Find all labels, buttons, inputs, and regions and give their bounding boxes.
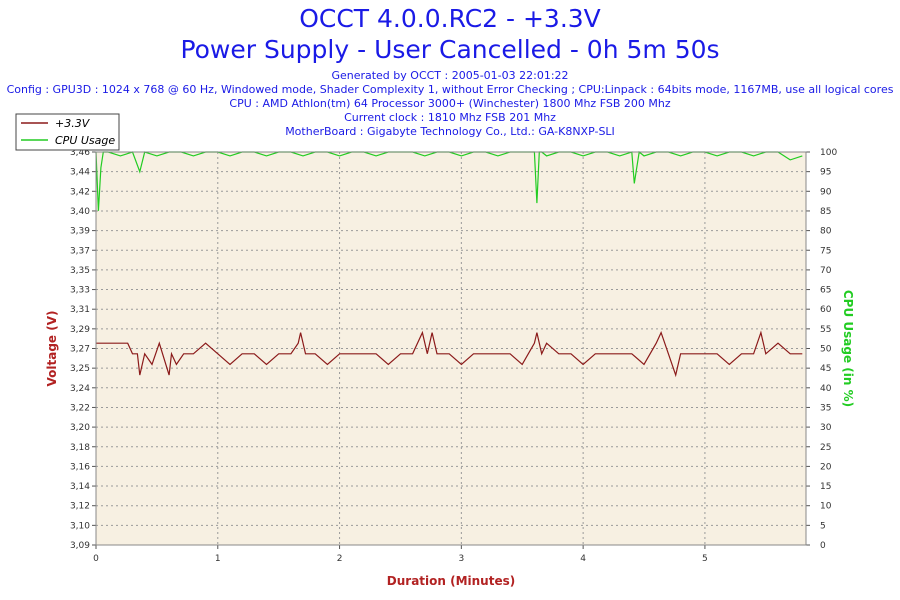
y-left-tick-label: 3,39 [70, 227, 90, 237]
y-right-tick-label: 5 [820, 521, 826, 531]
y-right-tick-label: 95 [820, 168, 831, 178]
gridlines [92, 151, 810, 549]
axis-titles: Duration (Minutes) Voltage (V) CPU Usage (… [45, 290, 855, 588]
cpu-info: CPU : AMD Athlon(tm) 64 Processor 3000+ … [229, 97, 671, 110]
x-axis-title: Duration (Minutes) [387, 574, 515, 588]
y-right-tick-label: 55 [820, 325, 831, 335]
y-right-tick-label: 80 [820, 227, 832, 237]
y-left-tick-label: 3,22 [70, 403, 90, 413]
y-right-tick-label: 60 [820, 305, 832, 315]
chart-title: OCCT 4.0.0.RC2 - +3.3V [299, 4, 601, 33]
x-tick-label: 4 [580, 554, 586, 564]
y-right-tick-label: 30 [820, 423, 832, 433]
y-right-tick-label: 50 [820, 345, 832, 355]
y-left-tick-label: 3,09 [70, 541, 90, 551]
x-tick-label: 2 [337, 554, 343, 564]
y-left-tick-label: 3,37 [70, 246, 90, 256]
y-right-tick-label: 20 [820, 462, 832, 472]
y-right-tick-label: 25 [820, 443, 831, 453]
chart-subtitle: Power Supply - User Cancelled - 0h 5m 50… [180, 35, 720, 64]
y-left-tick-label: 3,12 [70, 502, 90, 512]
clock-info: Current clock : 1810 Mhz FSB 201 Mhz [344, 111, 556, 124]
y-left-tick-label: 3,33 [70, 286, 90, 296]
y-right-tick-label: 85 [820, 207, 831, 217]
y-left-tick-label: 3,20 [70, 423, 90, 433]
y-left-tick-label: 3,25 [70, 364, 90, 374]
y-left-tick-label: 3,29 [70, 325, 90, 335]
y-right-tick-label: 10 [820, 502, 832, 512]
y-right-tick-label: 35 [820, 403, 831, 413]
y-left-tick-label: 3,40 [70, 207, 90, 217]
y-left-tick-label: 3,14 [70, 482, 90, 492]
y-right-tick-label: 45 [820, 364, 831, 374]
x-tick-label: 5 [702, 554, 708, 564]
y-right-tick-label: 90 [820, 187, 832, 197]
legend: +3.3V CPU Usage [15, 113, 120, 151]
y-right-tick-label: 0 [820, 541, 826, 551]
x-tick-label: 0 [93, 554, 99, 564]
motherboard-info: MotherBoard : Gigabyte Technology Co., L… [285, 125, 615, 138]
legend-box [15, 113, 120, 151]
y-right-tick-label: 75 [820, 246, 831, 256]
y-right-tick-label: 40 [820, 384, 832, 394]
y-left-tick-label: 3,44 [70, 168, 90, 178]
legend-label: +3.3V [55, 117, 91, 130]
y-left-tick-label: 3,42 [70, 187, 90, 197]
x-tick-label: 3 [458, 554, 464, 564]
plot-frame [95, 151, 807, 546]
y-left-tick-label: 3,35 [70, 266, 90, 276]
series-line-3-3v [96, 330, 803, 378]
legend-label: CPU Usage [55, 134, 115, 147]
generated-info: Generated by OCCT : 2005-01-03 22:01:22 [331, 69, 569, 82]
y-left-tick-label: 3,10 [70, 521, 90, 531]
y-left-tick-label: 3,27 [70, 345, 90, 355]
y-right-tick-label: 15 [820, 482, 831, 492]
x-tick-label: 1 [215, 554, 221, 564]
y-right-tick-label: 65 [820, 286, 831, 296]
y-left-tick-label: 3,24 [70, 384, 90, 394]
y-left-axis-title: Voltage (V) [45, 311, 59, 387]
y-right-axis-title: CPU Usage (in %) [841, 290, 855, 407]
config-info: Config : GPU3D : 1024 x 768 @ 60 Hz, Win… [6, 83, 894, 96]
y-right-tick-label: 70 [820, 266, 832, 276]
y-left-tick-label: 3,31 [70, 305, 90, 315]
y-left-tick-label: 3,16 [70, 462, 90, 472]
y-right-tick-label: 100 [820, 148, 837, 158]
y-left-tick-label: 3,46 [70, 148, 90, 158]
y-left-tick-label: 3,18 [70, 443, 90, 453]
